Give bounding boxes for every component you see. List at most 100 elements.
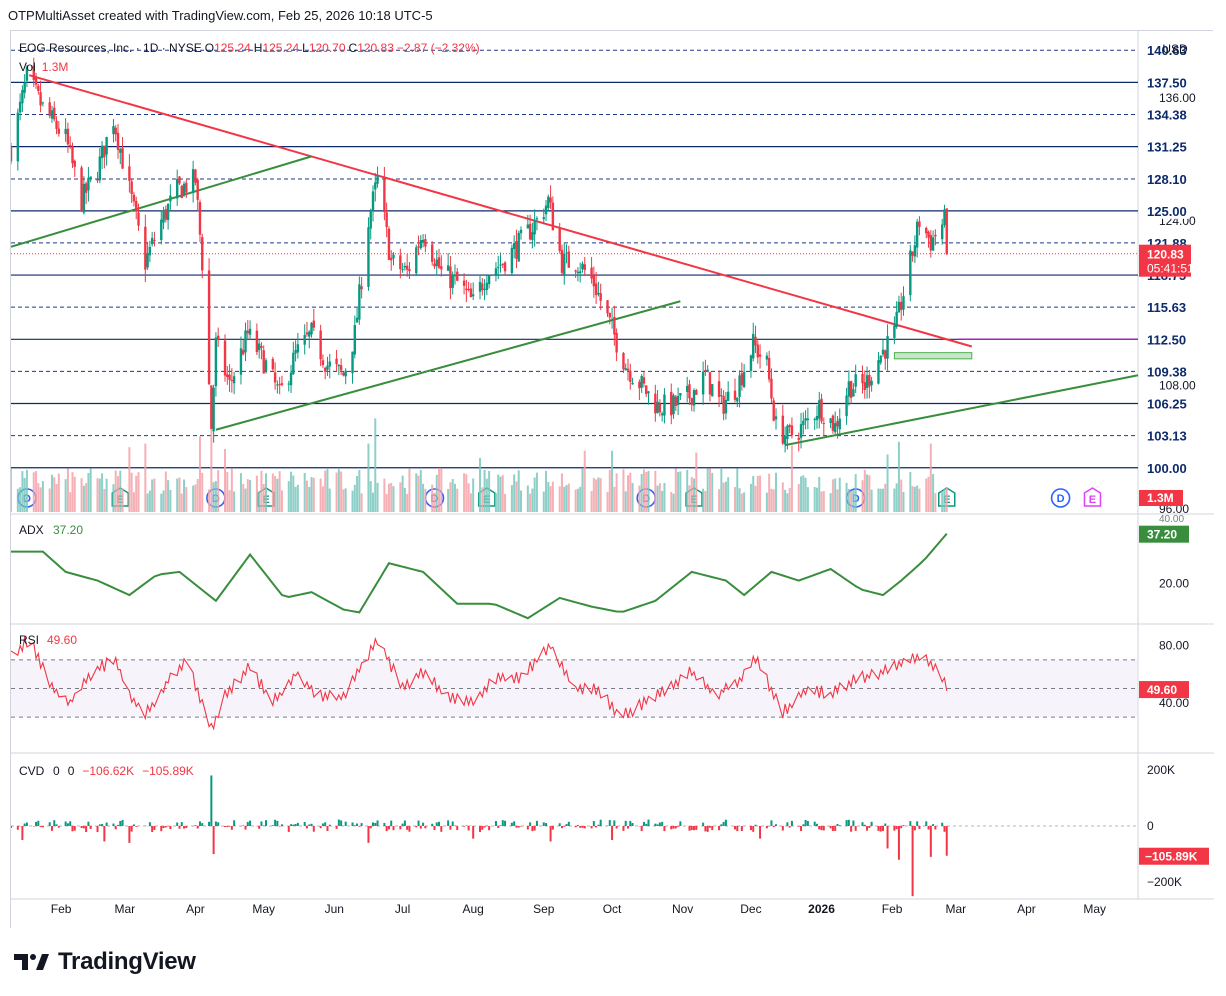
cvd-bar [98, 824, 101, 826]
candle-body [733, 390, 737, 400]
chart-canvas[interactable]: DDDDDDEEEEEE96.00108.00124.00136.00140.6… [9, 31, 1214, 929]
candle-body [55, 120, 58, 129]
adx-last-badge [1139, 525, 1189, 543]
candle-body [861, 373, 864, 384]
cvd-bar [658, 822, 661, 826]
volume-bar [877, 488, 880, 512]
candle-body [576, 271, 580, 274]
volume-bar [337, 469, 340, 512]
candle-body [549, 197, 552, 203]
cvd-bar [519, 826, 522, 827]
candle-body [303, 335, 306, 345]
cvd-bar [754, 824, 757, 826]
currency-selector[interactable]: USD [1162, 42, 1188, 56]
candle-body [207, 270, 211, 385]
cvd-bar [879, 826, 882, 832]
volume-bar [818, 476, 821, 512]
cvd-bar [818, 826, 821, 830]
cvd-bar [599, 819, 602, 826]
candle-body [606, 300, 609, 314]
volume-bar [759, 475, 762, 512]
cvd-bar [902, 825, 905, 826]
rsi-last-badge [1139, 681, 1189, 699]
volume-bar [164, 471, 167, 512]
volume-bar [934, 493, 937, 512]
cvd-bar [647, 819, 650, 826]
cvd-bar [162, 826, 165, 829]
volume-bar [911, 486, 914, 512]
cvd-bar [310, 823, 313, 826]
cvd-bar [656, 824, 659, 826]
candle-body [945, 208, 948, 254]
cvd-bar [128, 826, 131, 843]
volume-bar [435, 474, 438, 512]
volume-bar [319, 478, 322, 512]
candle-body [865, 375, 869, 388]
candle-body [770, 378, 773, 399]
cvd-bar [271, 825, 274, 826]
cvd-bar [836, 823, 839, 826]
volume-bar [706, 468, 709, 512]
cvd-bar [246, 821, 249, 826]
volume-bar [440, 468, 443, 512]
cvd-bar [583, 826, 586, 829]
cvd-bar [481, 826, 484, 830]
cvd-bar [337, 819, 340, 826]
cvd-bar [89, 826, 92, 829]
volume-bar [740, 493, 743, 512]
volume-bar [374, 418, 377, 512]
candle-body [695, 389, 698, 395]
cvd-bar [32, 826, 35, 827]
candle-body [146, 253, 149, 268]
candle-body [25, 66, 29, 81]
volume-bar [262, 483, 265, 512]
cvd-bar [260, 821, 263, 826]
volume-bar [836, 489, 839, 512]
cvd-bar [711, 826, 714, 831]
legend-o-label: O [205, 41, 214, 55]
level-label: 131.25 [1147, 140, 1187, 155]
cvd-bar [101, 823, 104, 826]
volume-bar [294, 486, 297, 512]
volume-bar [353, 484, 356, 512]
volume-bar [638, 485, 641, 512]
volume-bar [226, 472, 229, 512]
volume-bar [693, 478, 696, 512]
candle-body [451, 274, 454, 288]
cvd-bar [517, 826, 520, 828]
volume-bar [909, 472, 912, 512]
cvd-bar [25, 822, 28, 826]
volume-bar [629, 472, 632, 512]
candle-body [421, 239, 425, 243]
candle-body [829, 418, 832, 423]
volume-bar [770, 488, 773, 512]
volume-bar [290, 471, 293, 512]
candle-body [262, 350, 265, 374]
candle-body [658, 403, 662, 413]
candle-body [742, 371, 746, 388]
chart-frame[interactable]: DDDDDDEEEEEE96.00108.00124.00136.00140.6… [9, 30, 1214, 929]
volume-bar [422, 483, 425, 512]
candle-body [328, 361, 331, 367]
cvd-bar [135, 826, 138, 827]
legend-low: 120.70 [309, 41, 346, 55]
candle-body [563, 254, 566, 276]
volume-bar [87, 472, 90, 512]
candle-body [226, 374, 229, 378]
volume-bar [608, 469, 611, 512]
candle-body [310, 322, 313, 335]
cvd-bar [613, 820, 616, 826]
cvd-bar [183, 826, 186, 829]
cvd-bar [852, 820, 855, 826]
cvd-bar [164, 826, 167, 828]
volume-bar [114, 470, 117, 512]
candle-body [440, 266, 443, 270]
tradingview-logo[interactable]: TradingView [14, 948, 196, 976]
cvd-bar [497, 826, 500, 828]
cvd-bar [244, 826, 247, 830]
level-label-bg [1139, 395, 1189, 412]
candle-body [736, 397, 739, 402]
cvd-bar [440, 826, 443, 832]
cvd-bar [435, 822, 438, 826]
